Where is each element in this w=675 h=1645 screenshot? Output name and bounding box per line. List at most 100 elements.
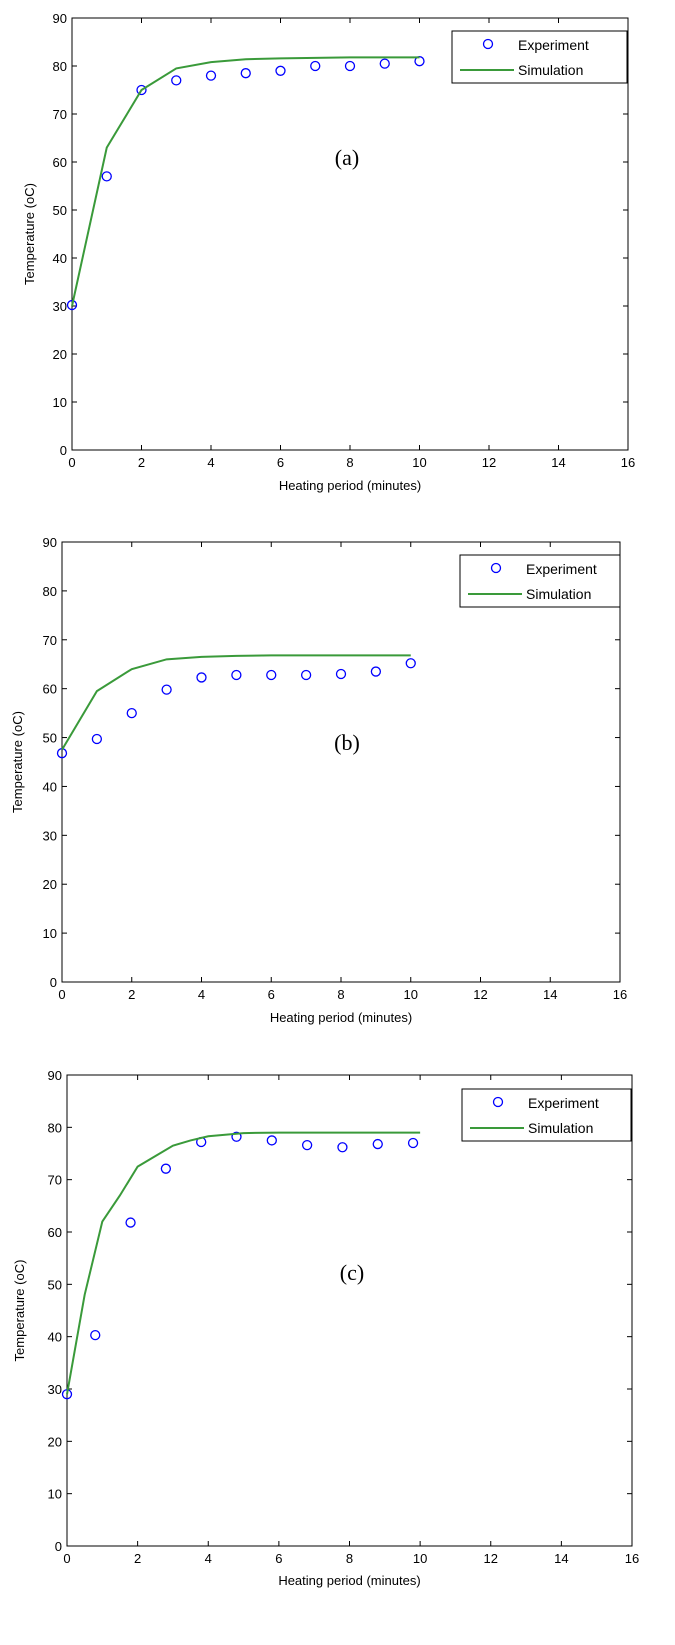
- legend-marker-swatch: [490, 562, 502, 574]
- legend: Experiment Simulation: [459, 554, 621, 608]
- x-tick-label: 6: [275, 1551, 282, 1566]
- experiment-point: [301, 1139, 313, 1151]
- y-tick-label: 40: [53, 251, 67, 266]
- y-tick-label: 50: [48, 1277, 62, 1292]
- chart-panel-1: 0 2 4 6 8 10 12 14 16 0 10 20 30 40 50 60 70 80 90 Heating …: [22, 11, 635, 493]
- y-axis-label: Temperature (oC): [22, 183, 37, 285]
- y-tick-label: 60: [53, 155, 67, 170]
- y-tick-label: 30: [48, 1382, 62, 1397]
- legend-label: Experiment: [528, 1095, 599, 1111]
- x-tick-label: 4: [205, 1551, 212, 1566]
- legend: Experiment Simulation: [451, 30, 628, 84]
- y-axis-label: Temperature (oC): [12, 1260, 27, 1362]
- y-tick-label: 20: [48, 1434, 62, 1449]
- y-tick-label: 60: [43, 682, 57, 697]
- x-axis-label: Heating period (minutes): [278, 1573, 420, 1588]
- y-tick-label: 10: [53, 395, 67, 410]
- simulation-line: [71, 56, 420, 307]
- experiment-point: [91, 733, 103, 745]
- x-tick-label: 10: [413, 1551, 427, 1566]
- legend-box: [461, 1088, 632, 1142]
- experiment-point: [407, 1137, 419, 1149]
- experiment-point: [266, 1135, 277, 1146]
- y-tick-label: 10: [43, 926, 57, 941]
- y-tick-label: 70: [48, 1173, 62, 1188]
- experiment-point: [344, 60, 356, 72]
- plot-area: [66, 1074, 633, 1547]
- experiment-point: [161, 684, 172, 695]
- experiment-point: [196, 672, 207, 683]
- x-tick-label: 10: [404, 987, 418, 1002]
- x-tick-label: 16: [621, 455, 635, 470]
- y-tick-label: 10: [48, 1487, 62, 1502]
- legend-marker-swatch: [482, 38, 494, 50]
- x-tick-label: 8: [337, 987, 344, 1002]
- y-tick-label: 0: [50, 975, 57, 990]
- legend-label: Simulation: [526, 586, 591, 602]
- x-tick-label: 12: [473, 987, 487, 1002]
- y-tick-label: 40: [43, 779, 57, 794]
- simulation-line: [61, 654, 411, 751]
- x-tick-label: 2: [138, 455, 145, 470]
- x-tick-label: 12: [484, 1551, 498, 1566]
- experiment-point: [275, 65, 286, 76]
- experiment-point: [205, 70, 217, 81]
- x-axis-label: Heating period (minutes): [270, 1010, 412, 1025]
- experiment-point: [136, 84, 147, 96]
- y-tick-label: 0: [60, 443, 67, 458]
- x-tick-label: 12: [482, 455, 496, 470]
- y-tick-label: 50: [53, 203, 67, 218]
- x-tick-label: 14: [543, 987, 557, 1002]
- legend: Experiment Simulation: [461, 1088, 632, 1142]
- experiment-point: [90, 1329, 101, 1341]
- x-tick-label: 0: [63, 1551, 70, 1566]
- y-tick-label: 20: [53, 347, 67, 362]
- experiment-point: [335, 668, 347, 680]
- y-axis-label: Temperature (oC): [10, 711, 25, 813]
- x-tick-label: 2: [128, 987, 135, 1002]
- y-tick-label: 30: [53, 299, 67, 314]
- x-tick-label: 16: [625, 1551, 639, 1566]
- experiment-point: [101, 171, 112, 182]
- experiment-point: [231, 1131, 242, 1142]
- x-axis-label: Heating period (minutes): [279, 478, 421, 493]
- y-tick-label: 40: [48, 1330, 62, 1345]
- x-tick-label: 14: [554, 1551, 568, 1566]
- panel-label: (b): [334, 730, 360, 755]
- legend-label: Simulation: [518, 62, 583, 78]
- chart-panel-2: 0 2 4 6 8 10 12 14 16 0 10 20 30 40 50 60 70 80 90 Heating …: [10, 535, 627, 1025]
- experiment-point: [125, 1217, 136, 1228]
- experiment-point: [266, 669, 277, 681]
- x-tick-label: 2: [134, 1551, 141, 1566]
- y-tick-label: 20: [43, 877, 57, 892]
- x-tick-label: 0: [58, 987, 65, 1002]
- y-tick-label: 80: [48, 1120, 62, 1135]
- legend-box: [459, 554, 621, 608]
- y-tick-label: 70: [53, 107, 67, 122]
- x-tick-label: 4: [198, 987, 205, 1002]
- x-tick-label: 4: [207, 455, 214, 470]
- y-tick-label: 30: [43, 828, 57, 843]
- experiment-point: [405, 658, 416, 669]
- y-tick-label: 50: [43, 731, 57, 746]
- x-tick-label: 0: [68, 455, 75, 470]
- experiment-point: [160, 1163, 172, 1174]
- simulation-line: [66, 1131, 421, 1395]
- x-tick-label: 10: [412, 455, 426, 470]
- experiment-point: [66, 299, 78, 311]
- experiment-point: [370, 666, 382, 677]
- legend-box: [451, 30, 628, 84]
- legend-label: Experiment: [518, 37, 589, 53]
- y-tick-label: 60: [48, 1225, 62, 1240]
- x-tick-label: 6: [268, 987, 275, 1002]
- experiment-point: [231, 669, 242, 681]
- experiment-point: [171, 75, 182, 86]
- x-tick-label: 8: [346, 455, 353, 470]
- panel-label: (a): [335, 145, 359, 170]
- y-tick-label: 90: [48, 1068, 62, 1083]
- x-tick-label: 8: [346, 1551, 353, 1566]
- experiment-point: [240, 68, 251, 79]
- y-tick-label: 80: [43, 584, 57, 599]
- panel-label: (c): [340, 1260, 364, 1285]
